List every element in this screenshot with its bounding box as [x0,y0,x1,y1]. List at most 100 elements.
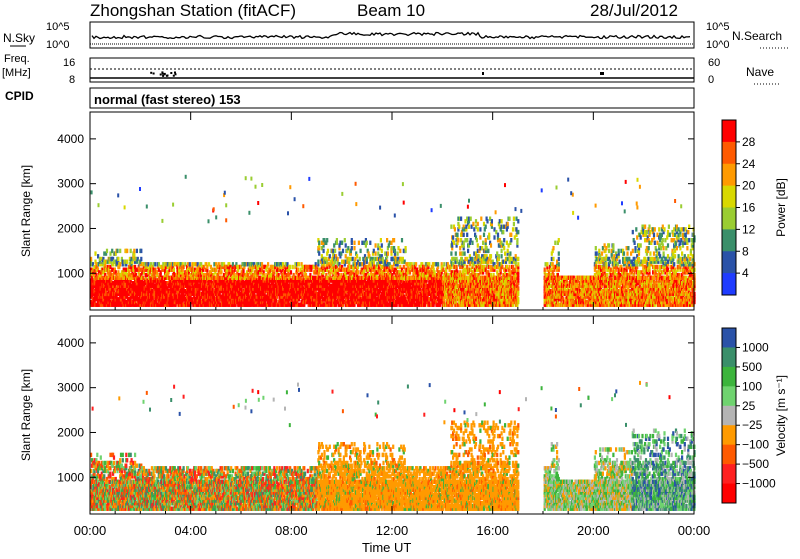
power-cell [326,238,328,242]
power-cell [387,251,389,255]
power-cell [358,241,360,245]
power-cell [393,238,395,242]
power-cell [189,262,191,266]
power-cell [267,262,269,266]
power-cell [369,241,371,245]
power-cell [453,241,455,245]
power-cell [116,249,118,253]
freq-outlier [162,75,164,77]
freq-unit: [MHz] [2,67,31,79]
power-cell [327,249,329,253]
station-title: Zhongshan Station (fitACF) [90,1,296,20]
freq-outlier [160,74,162,76]
nsky-trace [90,33,694,45]
beam-label: Beam 10 [357,1,425,20]
power-cell [298,262,300,266]
freq-outlier [600,72,602,75]
power-cell [136,249,138,253]
power-cell [334,249,336,253]
power-cell [428,262,430,266]
power-cell [366,241,368,245]
power-cell [386,238,388,242]
freq-outlier [153,73,155,75]
date-label: 28/Jul/2012 [590,1,678,20]
power-cell [381,249,383,253]
power-cell [329,254,331,258]
power-cell [353,241,355,245]
cpid-value: normal (fast stereo) 153 [94,92,241,107]
power-cell [342,249,344,253]
power-cell [173,268,175,272]
freq-outlier [166,75,168,77]
power-cell [126,249,128,253]
power-cell [399,249,401,253]
power-cell [289,265,291,269]
power-cell [345,243,347,247]
power-cell [133,249,135,253]
power-cell [119,249,121,253]
power-cell [360,249,362,253]
nave-tick-bottom: 0 [708,74,714,86]
nave-tick-top: 60 [708,57,720,69]
power-cell [351,238,353,242]
power-cell [140,249,142,253]
power-cell [297,268,299,272]
power-cell [94,251,96,255]
power-cell [450,225,452,229]
freq-outlier [170,72,172,74]
power-cell [375,251,377,255]
power-cell [344,238,346,242]
power-cell [394,249,396,253]
nsky-label: N.Sky [3,31,35,45]
power-cell [341,241,343,245]
power-cell [318,251,320,255]
freq-outlier [161,71,163,73]
power-cell [117,257,119,261]
power-cell [290,270,292,274]
power-cell [415,262,417,266]
power-cell [452,235,454,239]
cpid-label: CPID [5,89,34,103]
power-cell [220,270,222,274]
power-cell [351,246,353,250]
nsearch-label: N.Search [732,29,782,43]
freq-tick-bottom: 8 [69,74,75,86]
power-cell [359,257,361,261]
power-cell [437,262,439,266]
nsearch-tick-bottom: 10^0 [706,39,730,51]
power-cell [336,238,338,242]
power-cell [318,241,320,245]
power-cell [130,249,132,253]
freq-outlier [173,75,175,77]
power-cell [323,249,325,253]
power-cell [381,243,383,247]
power-cell [337,257,339,261]
nsky-tick-top: 10^5 [46,21,70,33]
power-cell [154,262,156,266]
power-cell [317,260,319,264]
power-cell [401,238,403,242]
freq-trace [90,69,694,78]
freq-tick-top: 16 [63,57,75,69]
power-cell [356,254,358,258]
freq-outlier [602,72,604,75]
power-cell [454,227,456,231]
power-cell [405,246,407,250]
freq-label: Freq. [4,53,30,65]
nsky-tick-bottom: 10^0 [46,39,70,51]
power-cell [353,246,355,250]
power-cell [140,257,142,261]
power-cell [397,251,399,255]
power-cell [126,260,128,264]
freq-outlier [174,72,176,74]
power-cell [106,249,108,253]
freq-outlier [482,72,484,75]
power-cell [375,243,377,247]
power-cell [292,265,294,269]
power-cell [357,270,359,274]
freq-outlier [150,72,152,74]
nsky-line [92,33,690,39]
nave-label: Nave [746,65,774,79]
